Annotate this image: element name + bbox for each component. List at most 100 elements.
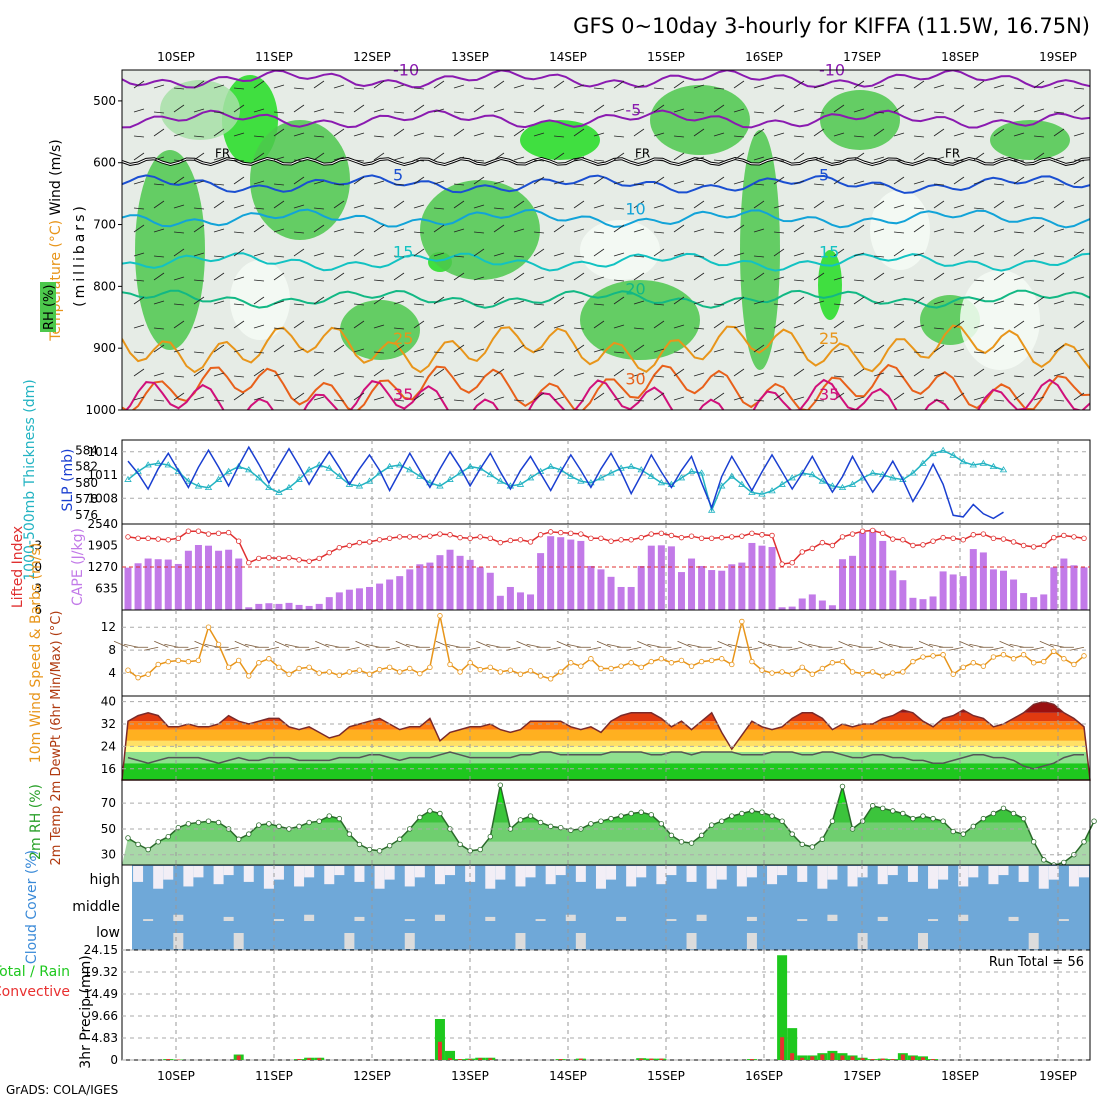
wind-barb (653, 320, 665, 329)
wind-barb (753, 272, 765, 281)
wind-barb (873, 272, 885, 281)
upper-air-frame (121, 69, 1091, 411)
isotherm-label: 10 (625, 199, 645, 218)
cape-bar (144, 558, 152, 610)
cape-bar (134, 563, 142, 610)
cape-bar (527, 594, 535, 610)
temp-tick-label: 32 (101, 717, 116, 731)
wind-barb-10m (788, 646, 803, 651)
pressure-tick-label: 700 (93, 218, 116, 232)
cloud-middle-gap (928, 919, 939, 921)
date-label-bottom: 16SEP (745, 1069, 783, 1083)
wind-barb-shaft (453, 200, 465, 209)
wind-barb (373, 252, 385, 257)
wind-speed-series-point (849, 669, 856, 675)
wind-barb-10m (727, 643, 742, 648)
wind-barb (133, 152, 145, 161)
lifted-index-series-point (719, 534, 725, 541)
wind-barb-10m (355, 640, 370, 648)
rh-series-point (869, 803, 876, 809)
wind-barb-shaft (273, 372, 285, 377)
cape-bar (496, 595, 504, 610)
isotherm-20 (122, 289, 1090, 309)
wind-barb-shaft (213, 228, 225, 233)
rh-series-point (537, 819, 544, 826)
wind-barb (493, 224, 505, 233)
wind-barb-shaft (593, 87, 605, 90)
wind-barb-shaft (453, 327, 465, 330)
wind-barb-shaft (633, 255, 645, 258)
wind-barb-10m (757, 640, 773, 648)
cape-bar (174, 563, 182, 610)
precip-conv-bar (870, 1059, 875, 1060)
wind-barb-10m (506, 646, 521, 651)
rh-series-point (527, 813, 534, 819)
thickness-series-point (446, 475, 454, 482)
thickness-series-point (164, 461, 172, 468)
wind-barb-shaft (393, 399, 405, 402)
wind-barb-shaft (413, 159, 425, 162)
lifted-index-series-point (769, 532, 775, 539)
wind-barb-shaft (433, 324, 445, 329)
wind-barb (573, 272, 585, 281)
wind-barb (293, 204, 305, 209)
wind-barb-shaft (693, 255, 705, 258)
cloud-low-gap (857, 933, 868, 949)
cape-bar (154, 559, 162, 610)
lifted-index-series-point (145, 535, 151, 542)
wind-barb (793, 135, 805, 138)
wind-barb (293, 320, 305, 329)
wind-barb-10m (234, 640, 249, 648)
wind-barb (593, 348, 605, 353)
wind-barb (273, 183, 285, 186)
wind-barb (1033, 296, 1045, 305)
wind-barb-shaft (533, 276, 545, 281)
thickness-series-point (184, 477, 193, 484)
wind-barb (453, 372, 465, 377)
wind-barb (1073, 276, 1085, 281)
wind-barb (873, 156, 885, 161)
wind-barb-shaft (293, 320, 305, 329)
wind-barb-10m (345, 646, 360, 651)
wind-barb (373, 180, 385, 185)
lifted-index-series-point (829, 542, 836, 549)
wind-barb-shaft (453, 344, 465, 353)
wind-barb-shaft (553, 324, 565, 329)
slp-series (127, 445, 1004, 520)
wind-barb-shaft (533, 320, 545, 329)
cloud-high-gap (334, 866, 345, 876)
rh-series-point (386, 842, 393, 849)
cloud-middle-gap (827, 914, 838, 921)
wind-barb (553, 108, 565, 113)
wind-barb (493, 135, 505, 138)
upper-air-field (122, 70, 1090, 410)
wind-barb (193, 351, 205, 354)
wind-speed-series-point (165, 658, 171, 665)
wind-barb-shaft (213, 84, 225, 89)
rh-series-point (376, 848, 383, 854)
rh-series-point (829, 818, 836, 824)
lifted-index-series-point (1020, 542, 1027, 549)
precip-conv-bar (920, 1057, 925, 1060)
isotherm-5 (122, 174, 1090, 194)
cape-bar (808, 594, 816, 610)
wind-barb-shaft (733, 80, 745, 89)
cloud-high-gap (515, 866, 526, 887)
wind-barb-shaft (933, 372, 945, 377)
wind-barb (1013, 303, 1025, 306)
wind-barb (613, 279, 625, 282)
rh-series-point (276, 823, 282, 830)
wind-barb (513, 183, 525, 186)
rh-series-point (779, 818, 785, 824)
wind-barb (793, 180, 805, 185)
wind-barb (733, 80, 745, 89)
wind-barb (373, 224, 385, 233)
wind-barb (593, 375, 605, 378)
lifted-index-series-point (376, 537, 383, 543)
wind-barb (893, 276, 905, 281)
freezing-level-label: FR (635, 146, 650, 160)
wind-barb-shaft (353, 132, 365, 137)
wind-barb-shaft (253, 180, 265, 185)
wind-barb-shaft (353, 375, 365, 378)
cloud-high-gap (273, 866, 284, 880)
